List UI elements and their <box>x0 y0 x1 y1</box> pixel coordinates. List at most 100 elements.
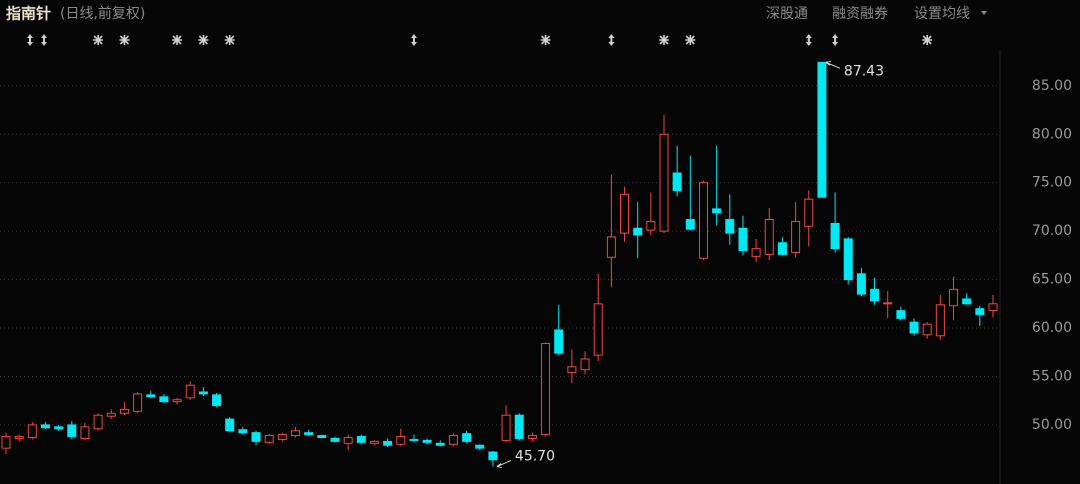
dropdown-icon[interactable] <box>981 11 987 15</box>
candle-body <box>620 193 630 234</box>
candle-body <box>975 308 985 315</box>
candle-body <box>159 396 169 403</box>
candle-body <box>751 248 761 257</box>
candle-body <box>264 435 274 443</box>
candle-body <box>67 424 77 438</box>
candle-body <box>488 451 498 461</box>
event-icon <box>198 35 209 45</box>
y-tick-label: 70.00 <box>1032 223 1072 239</box>
y-tick-label: 75.00 <box>1032 175 1072 191</box>
candle-body <box>475 444 485 449</box>
candle-body <box>172 399 182 403</box>
chart-title: 指南针 <box>6 5 51 23</box>
candle-body <box>567 366 577 374</box>
candle-body <box>830 222 840 250</box>
annotation-arrow <box>496 460 512 469</box>
event-icon <box>172 35 183 45</box>
candle-body <box>514 414 524 439</box>
candle-body <box>527 435 537 439</box>
candle-body <box>304 432 314 436</box>
candle-body <box>541 343 551 436</box>
candle-body <box>27 424 37 438</box>
candle-body <box>580 358 590 371</box>
candle-body <box>738 227 748 252</box>
candle-body <box>659 133 669 232</box>
candle-body <box>396 436 406 445</box>
candle-body <box>712 208 722 214</box>
candle-body <box>40 424 50 429</box>
candle-body <box>409 438 419 441</box>
candle-body <box>554 329 564 354</box>
candle-body <box>725 219 735 234</box>
candle-body <box>119 408 129 414</box>
candle-body <box>791 220 801 253</box>
annotation-high: 87.43 <box>844 63 884 79</box>
candle-body <box>14 436 24 439</box>
y-tick-label: 50.00 <box>1032 417 1072 433</box>
candle-body <box>646 220 656 231</box>
candle-body <box>606 236 616 258</box>
event-icon <box>922 35 933 45</box>
candle-body <box>1 436 11 449</box>
chart-subtitle: (日线,前复权) <box>60 5 145 22</box>
candle-body <box>369 440 379 444</box>
candle-body <box>856 273 866 295</box>
y-tick-label: 65.00 <box>1032 272 1072 288</box>
event-icon <box>224 35 235 45</box>
candle-body <box>330 437 340 442</box>
event-icon <box>659 35 669 45</box>
candle-body <box>883 302 893 305</box>
candle-body <box>817 61 827 198</box>
y-tick-label: 80.00 <box>1032 126 1072 142</box>
event-icon <box>685 35 696 45</box>
event-icon <box>832 34 839 46</box>
candle-body <box>251 432 261 442</box>
candle-body <box>198 391 208 395</box>
candle-body <box>317 435 327 438</box>
candle-body <box>764 219 774 255</box>
candle-body <box>93 414 103 430</box>
event-icon <box>608 34 615 46</box>
candle-body <box>672 172 682 191</box>
candle-body <box>54 426 64 430</box>
candle-body <box>777 242 787 255</box>
menu-item[interactable]: 设置均线 <box>914 6 970 22</box>
menu-item[interactable]: 融资融券 <box>832 6 888 22</box>
candle-body <box>593 303 603 356</box>
candle-body <box>422 439 432 443</box>
candle-body <box>870 288 880 302</box>
candle-body <box>212 394 222 407</box>
candle-body <box>804 198 814 227</box>
candle-body <box>238 429 248 434</box>
candle-body <box>633 227 643 236</box>
menu-item[interactable]: 深股通 <box>766 6 808 22</box>
candle-body <box>435 442 445 446</box>
y-tick-label: 60.00 <box>1032 320 1072 336</box>
candle-body <box>343 437 353 444</box>
event-icon <box>93 35 104 45</box>
candle-body <box>133 393 143 412</box>
candle-body <box>896 310 906 319</box>
event-icon <box>41 34 47 46</box>
event-icon <box>410 34 417 46</box>
event-icon <box>119 35 130 45</box>
candle-body <box>277 434 287 440</box>
candle-body <box>843 238 853 281</box>
candle-body <box>922 323 932 336</box>
candle-body <box>462 433 472 442</box>
annotation-low: 45.70 <box>515 449 555 465</box>
candle-body <box>988 303 998 312</box>
candle-body <box>383 440 393 446</box>
candle-body <box>685 219 695 230</box>
candle-body <box>501 414 511 441</box>
event-icon <box>805 34 812 46</box>
event-icon <box>540 35 551 45</box>
candle-body <box>146 394 156 398</box>
y-tick-label: 55.00 <box>1032 368 1072 384</box>
y-tick-label: 85.00 <box>1032 78 1072 94</box>
annotation-arrow <box>825 60 841 69</box>
candle-body <box>949 288 959 307</box>
candle-body <box>909 321 919 334</box>
candle-body <box>106 412 116 417</box>
